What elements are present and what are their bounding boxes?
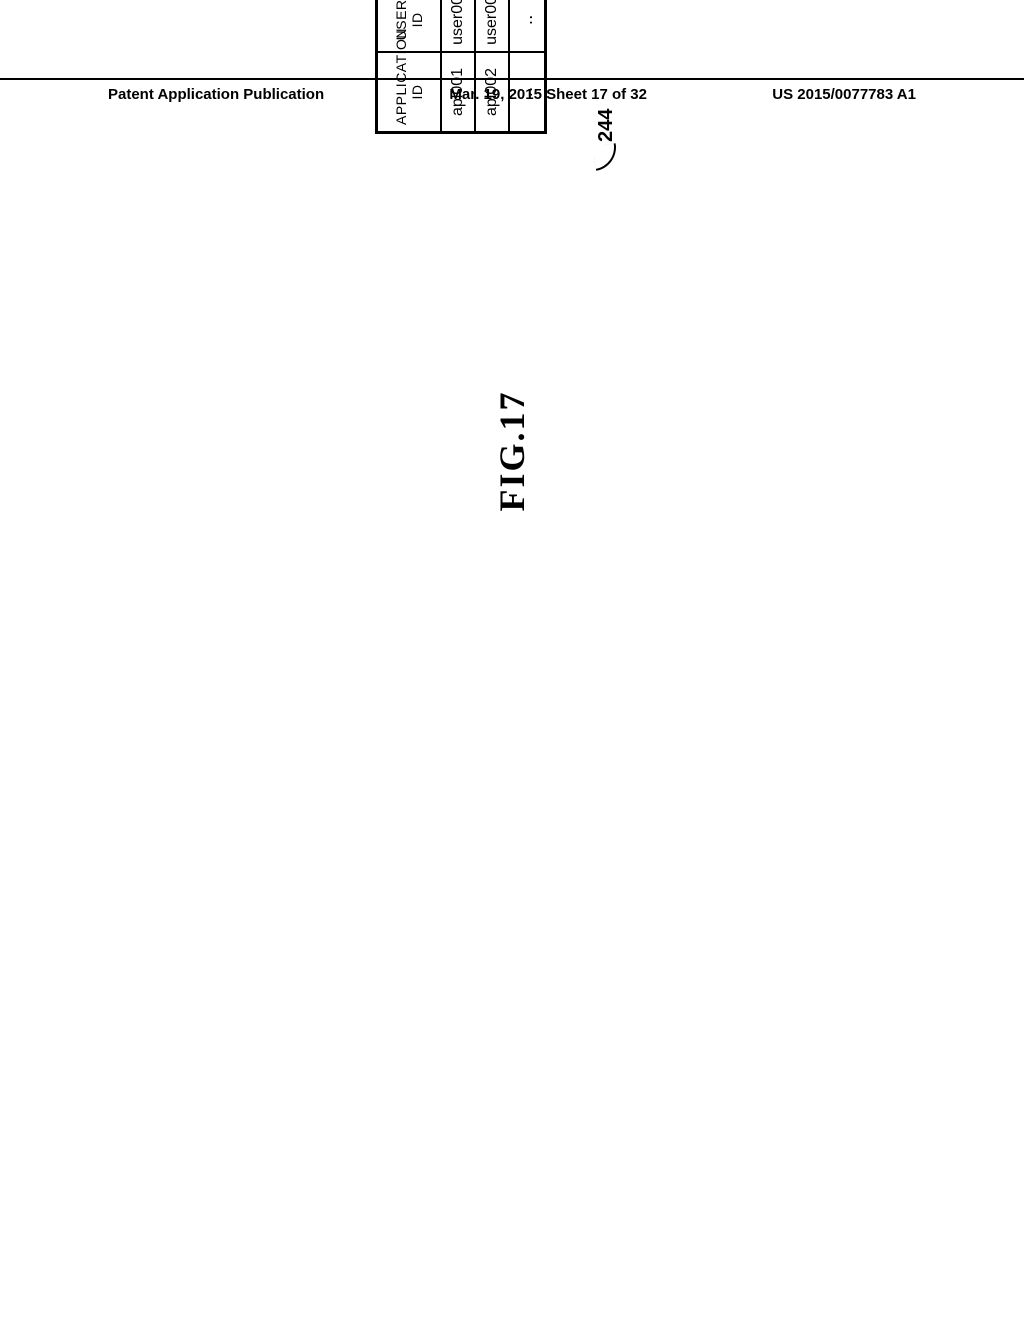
ref-number-text: 244 bbox=[595, 109, 617, 142]
col-header: APPLICATION ID bbox=[377, 52, 442, 133]
figure-label: FIG.17 bbox=[491, 390, 533, 511]
table-row: apl001 user001 scan http:/xxx/xxx/xxx 10… bbox=[441, 0, 475, 133]
cell: user001 bbox=[441, 0, 475, 52]
data-table: APPLICATION ID USER ID SERVICE ID CLIENT… bbox=[375, 0, 547, 134]
reference-number: 244 bbox=[588, 109, 618, 170]
cell: apl001 bbox=[441, 52, 475, 133]
data-table-container: APPLICATION ID USER ID SERVICE ID CLIENT… bbox=[375, 0, 547, 134]
table-row: ‥ ‥ ‥ ‥ ‥ ‥ ‥ ‥ bbox=[509, 0, 546, 133]
cell: ‥ bbox=[509, 52, 546, 133]
cell: apl002 bbox=[475, 52, 509, 133]
leader-arc-icon bbox=[592, 143, 620, 171]
table-header-row: APPLICATION ID USER ID SERVICE ID CLIENT… bbox=[377, 0, 442, 133]
cell: ‥ bbox=[509, 0, 546, 52]
cell: user002 bbox=[475, 0, 509, 52]
table-body: apl001 user001 scan http:/xxx/xxx/xxx 10… bbox=[441, 0, 546, 133]
header-right: US 2015/0077783 A1 bbox=[772, 86, 916, 103]
header-left: Patent Application Publication bbox=[108, 86, 324, 103]
table-row: apl002 user002 print http:/xxx/xxx/yyy 1… bbox=[475, 0, 509, 133]
